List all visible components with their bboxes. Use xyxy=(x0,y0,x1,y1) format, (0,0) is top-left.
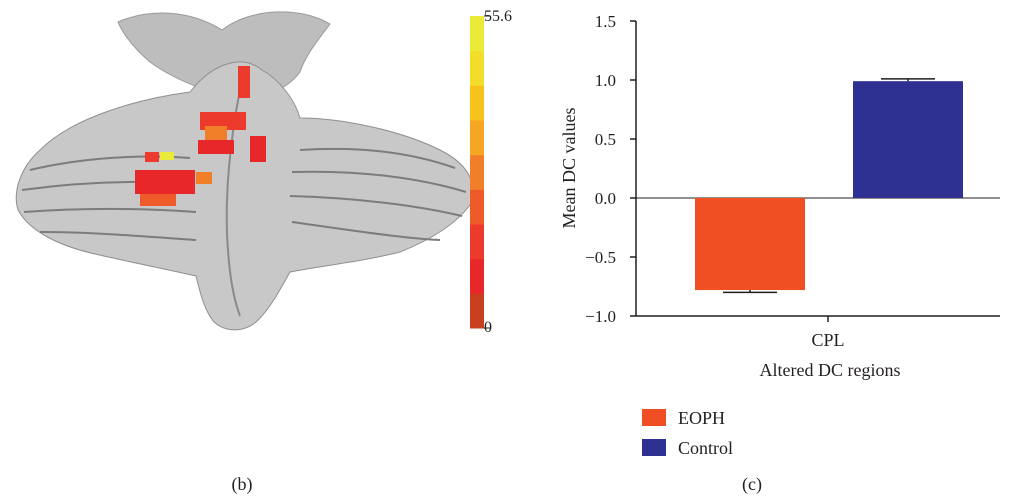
panel-b-label: (b) xyxy=(232,474,253,495)
bar-eoph xyxy=(695,198,805,291)
y-axis-ticks: −1.0 −0.5 0.0 0.5 1.0 1.5 xyxy=(585,12,636,326)
y-tick-label: 1.5 xyxy=(595,12,616,31)
y-tick-label: −0.5 xyxy=(585,248,616,267)
bar-chart: −1.0 −0.5 0.0 0.5 1.0 1.5 CPL Altered DC regi… xyxy=(559,12,1000,380)
activation-blob xyxy=(140,194,176,206)
activation-blob xyxy=(196,172,212,184)
colorbar-segment xyxy=(470,224,484,260)
activation-blob xyxy=(238,66,250,98)
legend-label-control: Control xyxy=(678,438,733,458)
activation-blob xyxy=(198,140,234,154)
legend-swatch-control xyxy=(642,439,666,456)
colorbar-segment xyxy=(470,154,484,190)
colorbar-segment xyxy=(470,258,484,294)
folia-left-3 xyxy=(23,208,197,213)
folia-right-1 xyxy=(299,147,456,169)
folia-right-2 xyxy=(291,170,467,193)
colorbar-segment xyxy=(470,189,484,225)
brain-render xyxy=(15,11,474,331)
y-tick-label: 0.5 xyxy=(595,130,616,149)
y-tick-label: 1.0 xyxy=(595,71,616,90)
vermis xyxy=(225,89,241,317)
colorbar-max-label: 55.6 xyxy=(484,8,512,25)
bar-control xyxy=(853,81,963,198)
activation-blob xyxy=(250,136,266,162)
legend-swatch-eoph xyxy=(642,409,666,426)
colorbar-segment xyxy=(470,85,484,121)
colorbar xyxy=(470,15,490,329)
colorbar-segment xyxy=(470,120,484,156)
y-axis-title: Mean DC values xyxy=(559,108,579,229)
colorbar-segment xyxy=(470,293,484,329)
x-axis-title: Altered DC regions xyxy=(760,360,901,380)
activation-blob xyxy=(135,170,195,194)
legend-label-eoph: EOPH xyxy=(678,408,725,428)
colorbar-min-label: 0 xyxy=(484,319,492,336)
folia-left-4 xyxy=(39,231,197,241)
activation-blob xyxy=(145,152,159,162)
colorbar-segment xyxy=(470,50,484,86)
folia-right-3 xyxy=(289,195,463,217)
panel-c-label: (c) xyxy=(742,474,762,495)
x-tick-label: CPL xyxy=(811,330,844,350)
brain-upper-lobe xyxy=(117,11,331,101)
activation-blob xyxy=(200,112,246,130)
legend: EOPH Control xyxy=(642,408,733,458)
folia-right-4 xyxy=(291,221,441,241)
colorbar-segment xyxy=(470,16,484,52)
bars xyxy=(695,78,963,294)
activation-blob xyxy=(205,126,227,142)
y-tick-label: 0.0 xyxy=(595,189,616,208)
activation-blob xyxy=(160,152,174,160)
brain-body xyxy=(15,61,474,331)
y-tick-label: −1.0 xyxy=(585,307,616,326)
